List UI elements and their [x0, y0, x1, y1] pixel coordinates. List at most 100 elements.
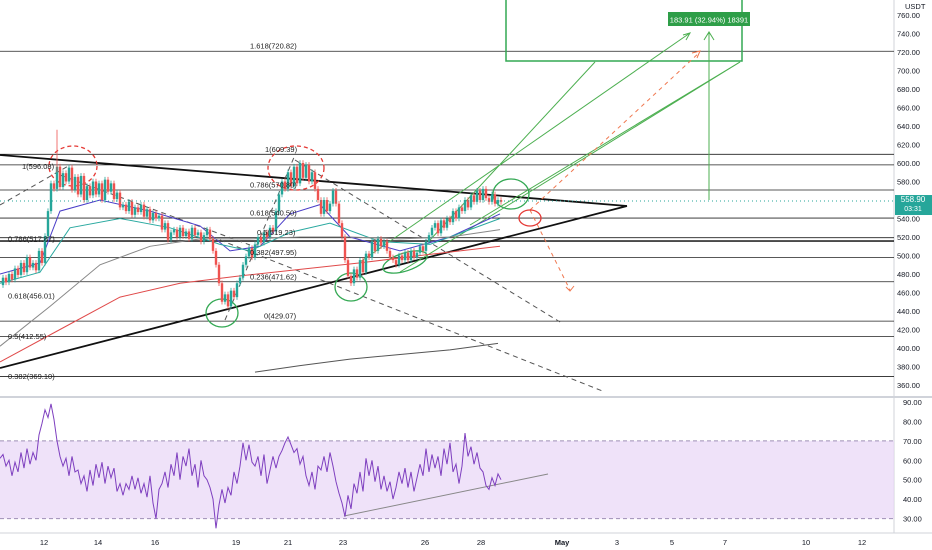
time-tick-label: 3 [615, 538, 619, 547]
price-candle [307, 164, 311, 182]
dashed-trend-2[interactable] [59, 174, 251, 246]
time-tick-label: 12 [40, 538, 48, 547]
price-candle [319, 200, 323, 214]
price-candle [445, 218, 449, 228]
price-candle [400, 255, 404, 261]
horizontal-lines [0, 50, 894, 377]
price-candle [361, 260, 365, 273]
price-candle [238, 277, 242, 284]
price-candle [316, 188, 320, 200]
price-tick-label: 640.00 [897, 122, 920, 131]
price-tick-label: 400.00 [897, 344, 920, 353]
price-candle [106, 179, 110, 192]
price-candle [226, 294, 230, 307]
rsi-tick-label: 70.00 [903, 437, 922, 446]
red-circle-2[interactable] [267, 145, 325, 191]
price-candle [217, 264, 221, 284]
price-tick-label: 380.00 [897, 363, 920, 372]
price-candle [460, 207, 464, 212]
price-tick-label: 580.00 [897, 178, 920, 187]
fib-level-label: 1.618(720.82) [250, 42, 297, 51]
price-candle [13, 268, 17, 280]
left-fib-label: 1(596.08) [22, 162, 55, 171]
price-candle [388, 250, 392, 258]
price-candle [37, 250, 41, 271]
price-candle [496, 200, 500, 204]
price-candle [352, 269, 356, 284]
price-candle [193, 227, 197, 236]
rsi-tick-label: 40.00 [903, 495, 922, 504]
price-candle [103, 179, 107, 200]
price-candle [373, 241, 377, 251]
price-candle [391, 257, 395, 261]
red-dashed-down[interactable] [529, 209, 571, 291]
green-circle-4[interactable] [492, 178, 530, 210]
red-circle-3[interactable] [518, 209, 542, 227]
price-candle [10, 274, 14, 280]
channel-line-1[interactable] [359, 32, 691, 263]
price-candle [346, 260, 350, 276]
dashed-trend-5[interactable] [219, 239, 606, 393]
price-candle [130, 201, 134, 215]
dashed-trend-4[interactable] [294, 159, 561, 323]
price-candle [379, 238, 383, 247]
price-candle [355, 269, 359, 278]
fib-level-label: 0.236(471.62) [250, 272, 297, 281]
channel-line-4[interactable] [429, 61, 596, 241]
fib-level-label: 0.382(497.95) [250, 248, 297, 257]
price-candle [31, 262, 35, 268]
red-dashed-up[interactable] [529, 51, 701, 211]
price-candle [49, 183, 53, 212]
time-tick-label: 26 [421, 538, 429, 547]
time-axis[interactable]: 12 14 16 19 21 23 26 28 May 3 5 7 10 12 [40, 538, 866, 547]
price-candle [466, 200, 470, 208]
price-candle [259, 237, 263, 243]
price-candle [46, 211, 50, 237]
channel-line-2[interactable] [399, 61, 741, 273]
rsi-axis[interactable]: 90.00 80.00 70.00 60.00 50.00 40.00 30.00 [903, 398, 922, 524]
price-candle [337, 203, 341, 224]
price-candle [202, 235, 206, 242]
dashed-trend-1[interactable] [0, 164, 71, 206]
price-candle [241, 264, 245, 278]
green-circle-2[interactable] [334, 272, 368, 302]
fib-level-label: 0.786(570.80) [250, 181, 297, 190]
price-tick-label: 620.00 [897, 141, 920, 150]
price-candle [448, 218, 452, 223]
rsi-trend-line[interactable] [343, 473, 549, 517]
price-candle [343, 237, 347, 261]
price-candle [55, 166, 59, 189]
price-candle [76, 176, 80, 195]
price-candle [454, 211, 458, 219]
current-price-badge [895, 195, 932, 216]
left-fib-label: 0.382(369.10) [8, 372, 55, 381]
price-candle [271, 227, 275, 232]
channel-line-3[interactable] [469, 61, 741, 226]
price-tick-label: 520.00 [897, 233, 920, 242]
price-tick-label: 740.00 [897, 30, 920, 39]
projection-box[interactable] [505, 0, 743, 62]
price-candle [190, 227, 194, 239]
price-candle [220, 283, 224, 302]
price-candle [274, 211, 278, 232]
rsi-line [0, 403, 502, 529]
triangle-upper-line[interactable] [0, 154, 628, 207]
price-tick-label: 360.00 [897, 381, 920, 390]
current-price-value: 558.90 [901, 195, 926, 204]
red-circle-1[interactable] [48, 145, 98, 187]
price-candle [115, 192, 119, 200]
price-candle [250, 248, 254, 258]
price-candle [109, 183, 113, 192]
price-candle [163, 223, 167, 230]
price-candle [205, 229, 209, 236]
price-axis[interactable]: 760.00 740.00 720.00 700.00 680.00 660.00 640.… [897, 11, 920, 390]
price-candle [19, 262, 23, 275]
price-tick-label: 540.00 [897, 215, 920, 224]
price-candle [265, 232, 269, 237]
price-candle [472, 195, 476, 202]
time-tick-label: May [555, 538, 570, 547]
triangle-lower-line[interactable] [0, 205, 628, 369]
price-candle [157, 215, 161, 219]
price-candle [94, 181, 98, 195]
